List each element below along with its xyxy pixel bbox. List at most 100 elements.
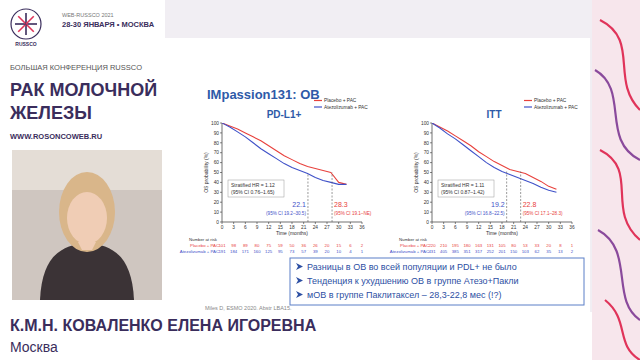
stage: RUSSCOWEB-RUSSCO 202128-30 ЯНВАРЯ • МОСК… <box>0 0 640 360</box>
x-tick <box>222 222 223 224</box>
risk-row-label: Placebo + PAC <box>190 243 219 248</box>
y-axis-label: OS probability (%) <box>203 152 209 193</box>
x-tick <box>315 222 316 224</box>
risk-count: 26 <box>313 243 318 248</box>
x-tick-label: 9 <box>256 225 259 230</box>
y-tick <box>220 123 222 124</box>
risk-count: 8 <box>559 243 562 248</box>
risk-count: 57 <box>301 249 306 254</box>
chart-title: ITT <box>487 109 502 120</box>
risk-count: 385 <box>452 249 460 254</box>
x-tick-label: 6 <box>244 225 247 230</box>
risk-count: 10 <box>336 249 341 254</box>
risk-count: 35 <box>546 249 551 254</box>
deco-arc <box>605 300 640 360</box>
km-curve <box>432 123 556 189</box>
y-tick-label: 50 <box>214 170 220 175</box>
main-title: РАК МОЛОЧНОЙ <box>10 79 157 100</box>
y-tick-label: 60 <box>214 160 220 165</box>
x-tick-label: 36 <box>569 225 575 230</box>
annotation: (95% CI 0.76–1.65) <box>231 189 275 195</box>
risk-count: 191 <box>218 249 226 254</box>
y-tick-label: 70 <box>214 150 220 155</box>
risk-count: 80 <box>255 243 260 248</box>
median-line <box>307 173 308 222</box>
x-tick-label: 6 <box>454 225 457 230</box>
plot-area <box>432 123 556 222</box>
risk-count: 252 <box>487 249 495 254</box>
legend-label: Atezolizumab + PAC <box>324 105 368 110</box>
risk-count: 1 <box>361 249 364 254</box>
risk-count: 53 <box>523 243 528 248</box>
main-title: ЖЕЛЕЗЫ <box>9 103 92 123</box>
median-line <box>506 172 507 222</box>
y-tick <box>220 172 222 173</box>
risk-count: 20 <box>325 243 330 248</box>
risk-count: 150 <box>510 249 518 254</box>
y-tick-label: 30 <box>214 190 220 195</box>
x-tick <box>560 222 561 224</box>
risk-count: 15 <box>336 243 341 248</box>
deco-arc <box>600 20 640 110</box>
x-tick <box>548 222 549 224</box>
x-tick-label: 24 <box>523 225 529 230</box>
risk-count: 180 <box>463 243 471 248</box>
risk-count: 210 <box>440 243 448 248</box>
x-tick <box>245 222 246 224</box>
logo-ring <box>11 9 41 39</box>
median-label: 22.1 <box>292 201 306 208</box>
annotation: (95% CI 0.87–1.42) <box>441 189 485 195</box>
risk-title: Number at risk <box>189 237 218 242</box>
source: Miles D, ESMO 2020. Abstr LBA15. <box>205 305 292 311</box>
x-tick-label: 27 <box>534 225 540 230</box>
risk-count: 50 <box>290 243 295 248</box>
km-curve <box>222 123 346 184</box>
x-tick <box>233 222 234 224</box>
risk-count: 89 <box>243 243 248 248</box>
x-tick <box>443 222 444 224</box>
speaker-name: К.М.Н. КОВАЛЕНКО ЕЛЕНА ИГОРЕВНА <box>10 317 317 334</box>
risk-count: 195 <box>452 243 460 248</box>
risk-count: 13 <box>558 249 563 254</box>
median-label: 28.3 <box>334 201 348 208</box>
y-tick <box>220 202 222 203</box>
risk-count: 75 <box>266 243 271 248</box>
y-tick <box>220 212 222 213</box>
y-tick-label: 60 <box>424 160 430 165</box>
risk-count: 36 <box>301 243 306 248</box>
x-tick <box>502 222 503 224</box>
risk-count: 160 <box>253 249 261 254</box>
median-ci: (95% CI 17.1–28.3) <box>523 211 563 216</box>
x-tick-label: 9 <box>466 225 469 230</box>
y-tick-label: 90 <box>214 131 220 136</box>
x-tick-label: 30 <box>336 225 342 230</box>
x-tick <box>455 222 456 224</box>
median-line <box>520 172 521 222</box>
x-tick <box>338 222 339 224</box>
risk-row-label: Placebo + PAC <box>400 243 429 248</box>
median-ci: (95% CI 19.2–30.5) <box>266 211 306 216</box>
chart: 0102030405060708090100036912151821242730… <box>390 98 579 254</box>
neck <box>78 242 96 250</box>
risk-count: 1 <box>571 243 574 248</box>
risk-count: 20 <box>546 243 551 248</box>
risk-count: 105 <box>498 243 506 248</box>
left-panel <box>0 0 165 312</box>
risk-row-label: Atezolizumab + PAC <box>390 249 429 254</box>
risk-count: 80 <box>511 243 516 248</box>
y-tick <box>430 132 432 133</box>
annotation: Stratified HR = 1.12 <box>231 182 275 188</box>
y-tick-label: 0 <box>216 220 219 225</box>
background <box>0 0 640 360</box>
y-tick <box>430 142 432 143</box>
y-tick <box>430 202 432 203</box>
risk-count: 62 <box>535 249 540 254</box>
y-tick-label: 40 <box>424 180 430 185</box>
x-tick-label: 27 <box>324 225 330 230</box>
bullet-arrow <box>296 263 303 270</box>
legend-swatch <box>314 106 322 107</box>
median-line <box>332 173 333 223</box>
x-tick-label: 36 <box>359 225 365 230</box>
y-tick-label: 10 <box>424 210 430 215</box>
webcam-bg <box>12 150 162 300</box>
